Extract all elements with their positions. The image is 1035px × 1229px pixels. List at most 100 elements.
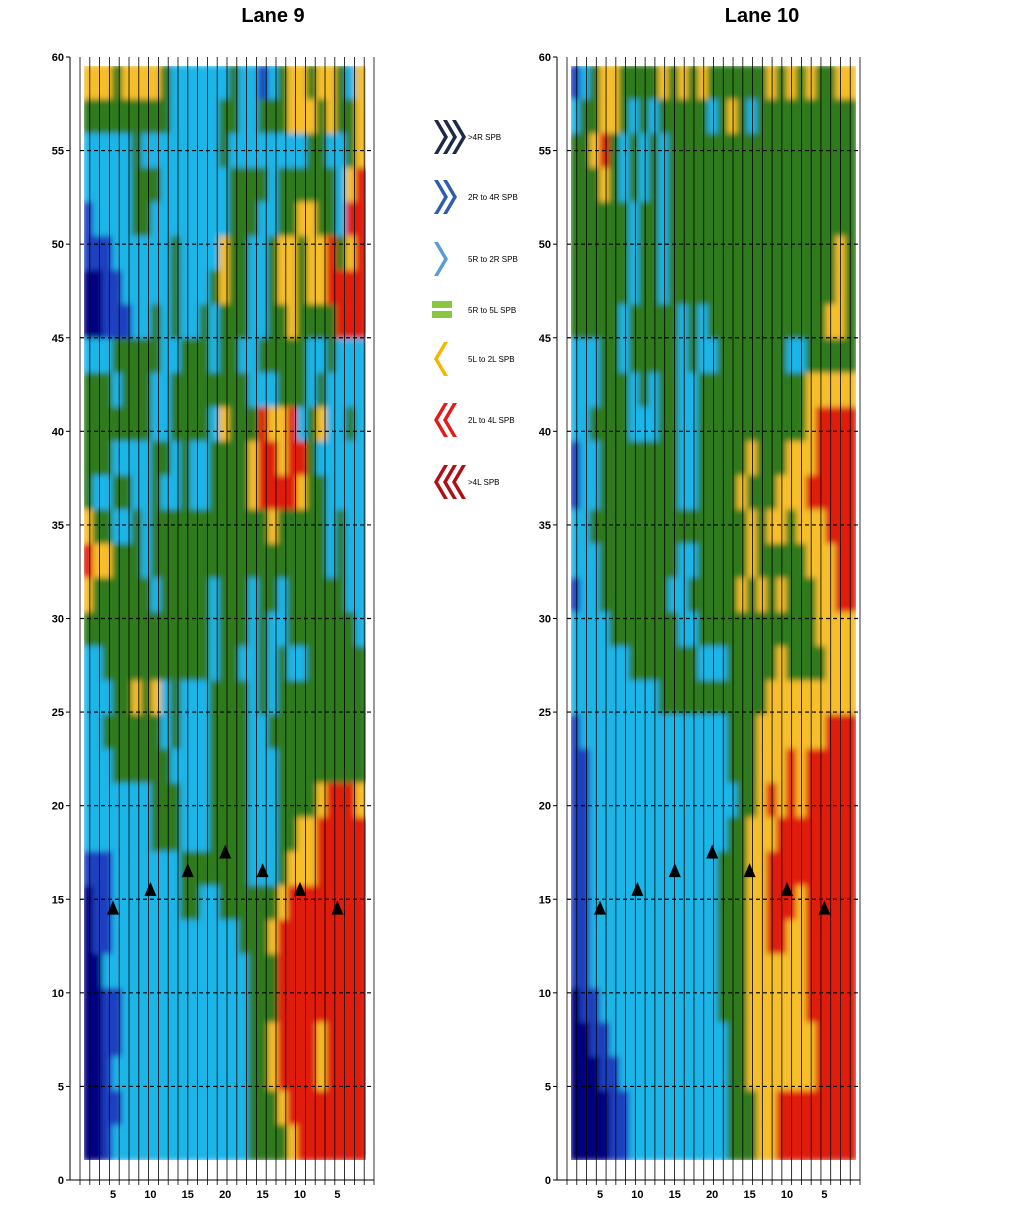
heatmap-cell xyxy=(189,612,202,649)
heatmap-cell xyxy=(258,235,270,273)
heatmap-cell xyxy=(326,1090,338,1127)
heatmap-cell xyxy=(355,577,366,614)
heatmap-cell xyxy=(228,441,241,478)
heatmap-cell xyxy=(345,953,358,991)
heatmap-cell xyxy=(609,919,622,956)
heatmap-cell xyxy=(121,714,134,751)
heatmap-cell xyxy=(219,304,231,341)
heatmap-cell xyxy=(180,953,192,991)
legend-label: 5R to 5L SPB xyxy=(468,306,516,315)
heatmap-cell xyxy=(84,167,95,204)
heatmap-cell xyxy=(199,304,212,341)
heatmap-cell xyxy=(835,1124,848,1160)
heatmap-cell xyxy=(267,235,280,273)
heatmap-cell xyxy=(796,99,808,136)
heatmap-cell xyxy=(296,851,309,888)
heatmap-cell xyxy=(92,714,105,751)
y-tick-label: 0 xyxy=(58,1175,64,1187)
heatmap-cell xyxy=(199,612,212,649)
heatmap-cell xyxy=(609,338,622,375)
heatmap-cell xyxy=(619,680,631,717)
heatmap-cell xyxy=(84,338,95,375)
heatmap-cell xyxy=(589,748,602,785)
heatmap-cell xyxy=(335,201,348,238)
heatmap-cell xyxy=(228,475,241,512)
heatmap-cell xyxy=(228,66,241,102)
chevron-right-1-icon xyxy=(434,242,448,276)
heatmap-cell xyxy=(258,1022,270,1059)
heatmap-cell xyxy=(267,714,280,751)
heatmap-cell xyxy=(326,714,338,751)
heatmap-cell xyxy=(267,577,280,614)
heatmap-cell xyxy=(84,235,95,273)
heatmap-cell xyxy=(815,235,828,273)
equals-bar-icon xyxy=(432,301,452,318)
heatmap-cell xyxy=(345,270,358,307)
heatmap-cell xyxy=(238,270,251,307)
heatmap-cell xyxy=(599,99,612,136)
heatmap-cell xyxy=(599,748,612,785)
heatmap-cell xyxy=(92,441,105,478)
heatmap-cell xyxy=(170,509,183,546)
heatmap-cell xyxy=(170,953,183,991)
heatmap-cell xyxy=(258,543,270,580)
heatmap-cell xyxy=(786,1124,799,1160)
heatmap-cell xyxy=(258,66,270,102)
heatmap-cell xyxy=(209,919,222,956)
heatmap-cell xyxy=(84,475,95,512)
heatmap-cell xyxy=(84,201,95,238)
heatmap-cell xyxy=(199,714,212,751)
heatmap-cell xyxy=(776,988,789,1025)
heatmap-cell xyxy=(112,1124,124,1160)
heatmap-cell xyxy=(121,406,134,444)
heatmap-cell xyxy=(151,714,163,751)
heatmap-cell xyxy=(277,577,290,614)
heatmap-cell xyxy=(776,1090,789,1127)
heatmap-cell xyxy=(355,919,366,956)
heatmap-cell xyxy=(131,372,144,409)
heatmap-cell xyxy=(579,885,592,922)
heatmap-cell xyxy=(92,543,105,580)
legend-label: 2L to 4L SPB xyxy=(468,416,515,425)
heatmap-cell xyxy=(141,851,154,888)
triangle-marker xyxy=(743,863,756,878)
heatmap-cell xyxy=(219,680,231,717)
heatmap-cell xyxy=(151,919,163,956)
heatmap-cell xyxy=(267,817,280,854)
heatmap-cell xyxy=(355,475,366,512)
heatmap-cell xyxy=(277,475,290,512)
heatmap-cell xyxy=(102,235,115,273)
heatmap-cell xyxy=(277,953,290,991)
heatmap-cell xyxy=(786,577,799,614)
heatmap-cell xyxy=(628,235,641,273)
heatmap-cell xyxy=(845,1022,856,1059)
heatmap-cell xyxy=(209,646,222,683)
heatmap-cell xyxy=(228,612,241,649)
heatmap-cell xyxy=(335,441,348,478)
heatmap-cell xyxy=(628,1022,641,1059)
y-tick-label: 40 xyxy=(52,426,64,438)
heatmap-cell xyxy=(296,953,309,991)
heatmap-cell xyxy=(102,338,115,375)
heatmap-cell xyxy=(335,953,348,991)
heatmap-cell xyxy=(160,66,173,102)
heatmap-cell xyxy=(609,133,622,170)
heatmap-cell xyxy=(776,338,789,375)
heatmap-cell xyxy=(277,919,290,956)
heatmap-cell xyxy=(238,988,251,1025)
heatmap-cell xyxy=(628,99,641,136)
heatmap-cell xyxy=(189,953,202,991)
heatmap-cell xyxy=(180,748,192,785)
heatmap-cell xyxy=(599,885,612,922)
heatmap-cell xyxy=(825,475,838,512)
heatmap-cell xyxy=(102,1056,115,1093)
heatmap-cell xyxy=(628,441,641,478)
heatmap-cell xyxy=(199,270,212,307)
heatmap-cell xyxy=(160,406,173,444)
heatmap-cell xyxy=(316,748,329,785)
heatmap-cell xyxy=(316,304,329,341)
heatmap-cell xyxy=(786,372,799,409)
heatmap-cell xyxy=(160,988,173,1025)
heatmap-cell xyxy=(112,748,124,785)
heatmap-cell xyxy=(345,714,358,751)
